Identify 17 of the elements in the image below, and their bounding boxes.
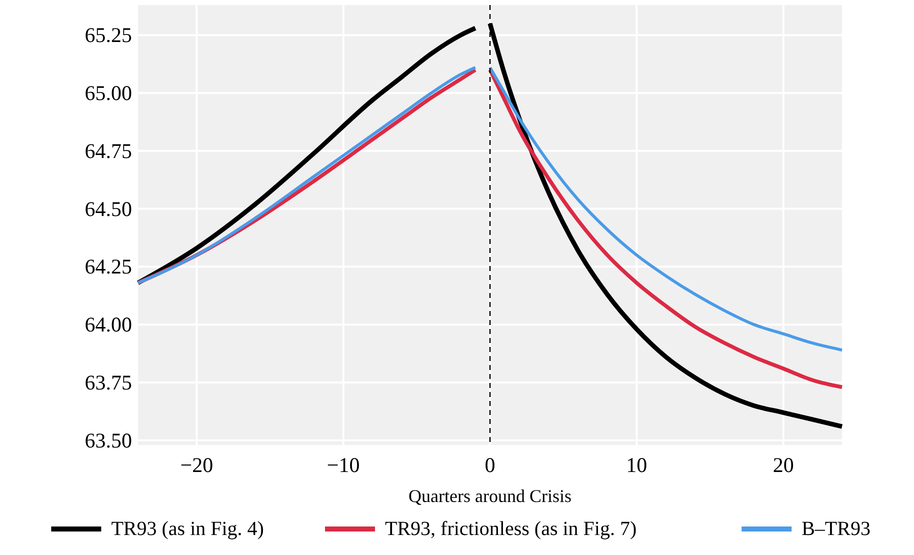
y-tick-label: 64.25 — [84, 254, 132, 279]
y-tick-label: 65.00 — [84, 81, 132, 105]
y-tick-label: 63.75 — [84, 370, 132, 394]
legend-label: B–TR93 — [802, 518, 871, 540]
x-tick-label: 0 — [484, 453, 496, 477]
y-tick-label: 64.50 — [84, 196, 132, 221]
y-tick-label: 64.75 — [84, 138, 132, 163]
x-tick-label: −10 — [326, 453, 360, 477]
x-axis-title: Quarters around Crisis — [408, 486, 572, 506]
y-tick-label: 63.50 — [84, 428, 132, 452]
x-tick-label: 20 — [772, 453, 794, 477]
x-tick-label: −20 — [180, 453, 214, 477]
y-tick-label: 65.25 — [84, 23, 132, 48]
legend-label: TR93, frictionless (as in Fig. 7) — [385, 518, 637, 540]
x-tick-label: 10 — [626, 453, 648, 477]
y-tick-label: 64.00 — [84, 312, 132, 337]
legend-label: TR93 (as in Fig. 4) — [111, 518, 264, 540]
